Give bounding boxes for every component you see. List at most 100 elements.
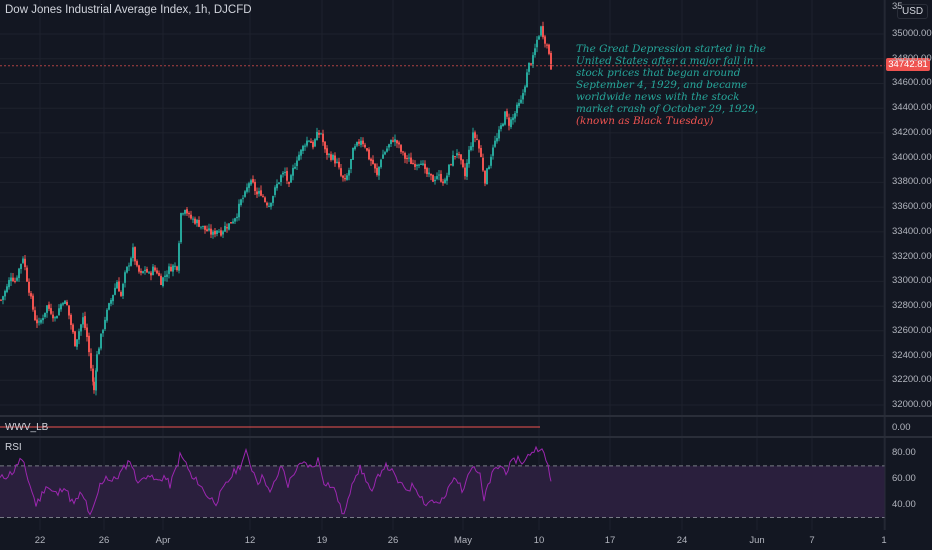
candle-body [288,181,290,184]
candle-body [418,164,420,166]
candle-body [190,214,192,219]
candle-body [326,148,328,156]
rsi-tick-label: 60.00 [892,472,916,484]
candle-body [270,202,272,207]
candle-body [352,147,354,160]
candle-body [472,132,474,147]
candle-body [112,294,114,302]
candle-body [440,173,442,182]
candle-body [2,296,4,300]
price-tick-label: 33600.00 [892,201,932,213]
candle-body [320,133,322,135]
candle-body [332,154,334,160]
candle-body [422,163,424,165]
candle-body [448,164,450,175]
candle-body [202,225,204,227]
candle-body [95,370,97,391]
currency-badge[interactable]: USD [897,4,929,19]
candle-body [66,301,68,306]
candle-body [222,231,224,235]
candle-body [360,140,362,145]
candle-body [158,272,160,276]
candle-body [208,228,210,231]
price-tick-label: 34800.00 [892,52,932,64]
candle-body [86,327,88,338]
candle-body [210,228,212,235]
candle-body [8,280,10,288]
candle-body [108,303,110,310]
candle-body [292,167,294,176]
candle-body [510,119,512,127]
candle-body [250,180,252,185]
candle-body [420,163,422,165]
candle-body [380,159,382,168]
candle-body [408,157,410,159]
candle-body [478,140,480,149]
candle-body [444,179,446,184]
candle-body [58,308,60,316]
indicator-label[interactable]: WWV_LB [5,422,49,433]
rsi-label[interactable]: RSI [5,442,22,453]
candle-body [550,52,552,65]
chart-title: Dow Jones Industrial Average Index, 1h, … [5,4,252,16]
candle-body [76,339,78,347]
candle-body [268,205,270,207]
candle-body [150,272,152,276]
candle-body [10,277,12,282]
price-tick-label: 34200.00 [892,126,932,138]
candle-body [414,163,416,167]
candle-body [74,331,76,347]
candle-body [546,44,548,46]
candle-body [230,222,232,224]
candle-body [392,140,394,142]
candle-body [526,72,528,88]
candle-body [40,319,42,323]
candle-body [256,191,258,195]
time-tick-label: 17 [604,535,616,546]
candle-body [34,310,36,321]
candle-body [302,145,304,151]
candle-body [532,55,534,65]
candle-body [402,151,404,153]
indicator-value: 0.00 [892,422,911,433]
candle-body [482,157,484,171]
rsi-series [0,445,885,519]
candle-body [512,117,514,121]
price-tick-label: 32200.00 [892,374,932,386]
rsi-tick-label: 40.00 [892,498,916,510]
candle-body [162,277,164,287]
candle-body [540,26,542,36]
candle-body [228,223,230,230]
candle-body [276,183,278,189]
candle-body [90,353,92,369]
candle-body [274,187,276,195]
price-tick-label: 34600.00 [892,77,932,89]
candle-body [544,36,546,44]
candle-body [154,267,156,271]
candle-body [316,131,318,141]
candle-body [174,265,176,267]
time-tick-label: 26 [387,535,399,546]
candle-body [396,140,398,144]
candle-body [50,308,52,314]
candle-body [506,111,508,117]
price-tick-label: 32400.00 [892,349,932,361]
candle-body [348,170,350,176]
candle-body [336,161,338,163]
candle-body [366,148,368,151]
candle-body [464,167,466,177]
current-price-tag: 34742.81 [886,58,930,71]
candle-body [4,290,6,297]
time-tick-label: 22 [34,535,46,546]
candle-body [60,304,62,310]
candle-body [514,113,516,119]
candle-body [152,266,154,276]
price-tick-label: 34400.00 [892,102,932,114]
candle-body [324,141,326,150]
price-tick-label: 32600.00 [892,324,932,336]
candle-body [376,167,378,175]
candle-body [56,315,58,319]
candle-body [184,210,186,214]
candle-body [6,286,8,293]
